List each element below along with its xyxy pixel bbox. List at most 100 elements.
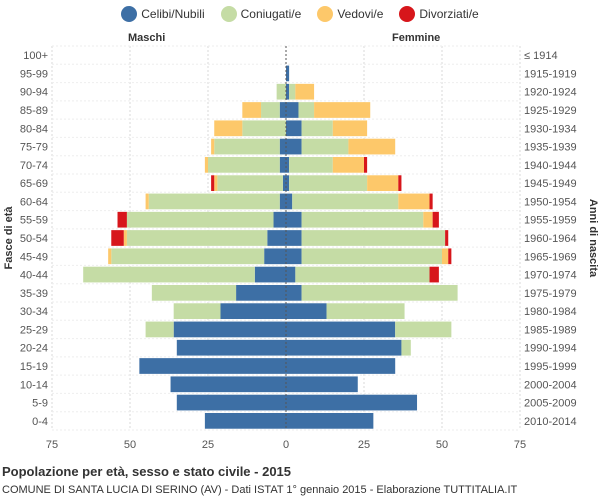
bar-male-celibi [267,230,286,246]
bar-male-celibi [279,138,286,155]
bar-female-vedovi [367,175,399,192]
bar-female-vedovi [423,211,433,228]
birth-year-tick-label: 1990-1994 [524,343,577,355]
age-tick-label: 25-29 [20,324,48,336]
age-tick-label: 85-89 [20,105,48,117]
bar-female-coniugati [301,230,446,246]
age-tick-label: 35-39 [20,288,48,300]
birth-year-tick-label: 2005-2009 [524,398,577,410]
birth-year-tick-label: 1965-1969 [524,251,577,263]
bar-female-celibi [286,120,302,137]
bar-female-coniugati [401,339,411,356]
bar-female-celibi [286,211,302,228]
bar-male-vedovi [211,138,215,155]
bar-male-coniugati [208,156,280,173]
legend-label-celibi: Celibi/Nubili [141,7,205,21]
legend-swatch-celibi [121,6,138,22]
bar-female-celibi [286,230,302,246]
age-tick-label: 75-79 [20,142,48,154]
bar-male-celibi [204,412,286,429]
birth-year-tick-label: 1960-1964 [524,233,577,245]
bar-female-coniugati [301,138,349,155]
bar-female-coniugati [289,175,368,192]
legend-label-vedovi: Vedovi/e [337,7,384,21]
bar-female-celibi [286,156,290,173]
bar-male-vedovi [214,120,243,137]
legend-label-coniugati: Coniugati/e [240,7,302,21]
birth-year-tick-label: 1975-1979 [524,288,577,300]
bar-male-divorziati [117,211,127,228]
bar-male-coniugati [148,193,280,210]
birth-year-tick-label: 1925-1929 [524,105,577,117]
age-tick-label: 15-19 [20,361,48,373]
legend-item-celibi: Celibi/Nubili [121,6,205,22]
bar-female-divorziati [364,156,368,173]
birth-year-tick-label: 1980-1984 [524,306,577,318]
bar-female-celibi [286,339,402,356]
bar-female-vedovi [398,193,430,210]
birth-year-tick-label: 1970-1974 [524,270,577,282]
bar-male-celibi [264,248,286,265]
bar-male-vedovi [145,193,149,210]
age-tick-label: 65-69 [20,178,48,190]
bar-female-coniugati [289,83,296,100]
legend-swatch-divorziati [399,6,416,22]
birth-year-tick-label: 1955-1959 [524,215,577,227]
x-tick-label: 0 [283,439,289,451]
bar-female-divorziati [429,193,433,210]
age-tick-label: 10-14 [20,379,48,391]
bar-male-celibi [220,303,286,320]
legend-item-divorziati: Divorziati/e [399,6,479,22]
legend-swatch-coniugati [220,6,237,22]
bar-male-vedovi [123,230,127,246]
bar-male-vedovi [108,248,112,265]
legend: Celibi/Nubili Coniugati/e Vedovi/e Divor… [0,6,600,22]
age-tick-label: 100+ [23,50,48,62]
bar-male-vedovi [242,102,262,118]
bar-male-coniugati [126,211,274,228]
bar-male-celibi [173,321,286,338]
bar-female-celibi [286,193,293,210]
bar-female-divorziati [398,175,402,192]
bar-female-celibi [286,321,396,338]
bar-male-coniugati [126,230,268,246]
birth-year-tick-label: 1915-1919 [524,68,577,80]
age-tick-label: 5-9 [32,398,48,410]
bar-male-coniugati [83,266,255,283]
bar-male-coniugati [276,83,286,100]
birth-year-tick-label: 1935-1939 [524,142,577,154]
birth-year-tick-label: 2010-2014 [524,416,577,428]
bar-male-divorziati [111,230,124,246]
bar-female-vedovi [314,102,371,118]
birth-year-tick-label: 1930-1934 [524,123,577,135]
bar-female-coniugati [301,120,333,137]
bar-female-coniugati [301,248,442,265]
bar-female-coniugati [289,156,333,173]
birth-year-tick-label: 1985-1989 [524,324,577,336]
y-axis-title-left: Fasce di età [3,206,15,270]
bar-male-celibi [279,102,286,118]
bar-male-coniugati [261,102,280,118]
chart-subtitle: COMUNE DI SANTA LUCIA DI SERINO (AV) - D… [2,484,518,496]
bar-female-coniugati [298,102,315,118]
age-tick-label: 40-44 [20,270,48,282]
bar-female-divorziati [448,248,452,265]
bar-female-vedovi [348,138,396,155]
bar-female-coniugati [395,321,452,338]
bar-male-celibi [139,358,286,374]
bar-female-coniugati [292,193,399,210]
legend-item-vedovi: Vedovi/e [317,6,383,22]
birth-year-tick-label: ≤ 1914 [524,50,558,62]
birth-year-tick-label: 1950-1954 [524,196,577,208]
bar-female-celibi [286,394,418,411]
bar-male-celibi [279,193,286,210]
age-tick-label: 80-84 [20,123,48,135]
age-tick-label: 70-74 [20,160,48,172]
bar-female-vedovi [332,156,364,173]
bar-male-celibi [282,175,286,192]
birth-year-tick-label: 1945-1949 [524,178,577,190]
bar-female-coniugati [295,266,430,283]
bar-male-coniugati [214,138,280,155]
males-header: Maschi [128,32,166,44]
bar-female-divorziati [445,230,449,246]
